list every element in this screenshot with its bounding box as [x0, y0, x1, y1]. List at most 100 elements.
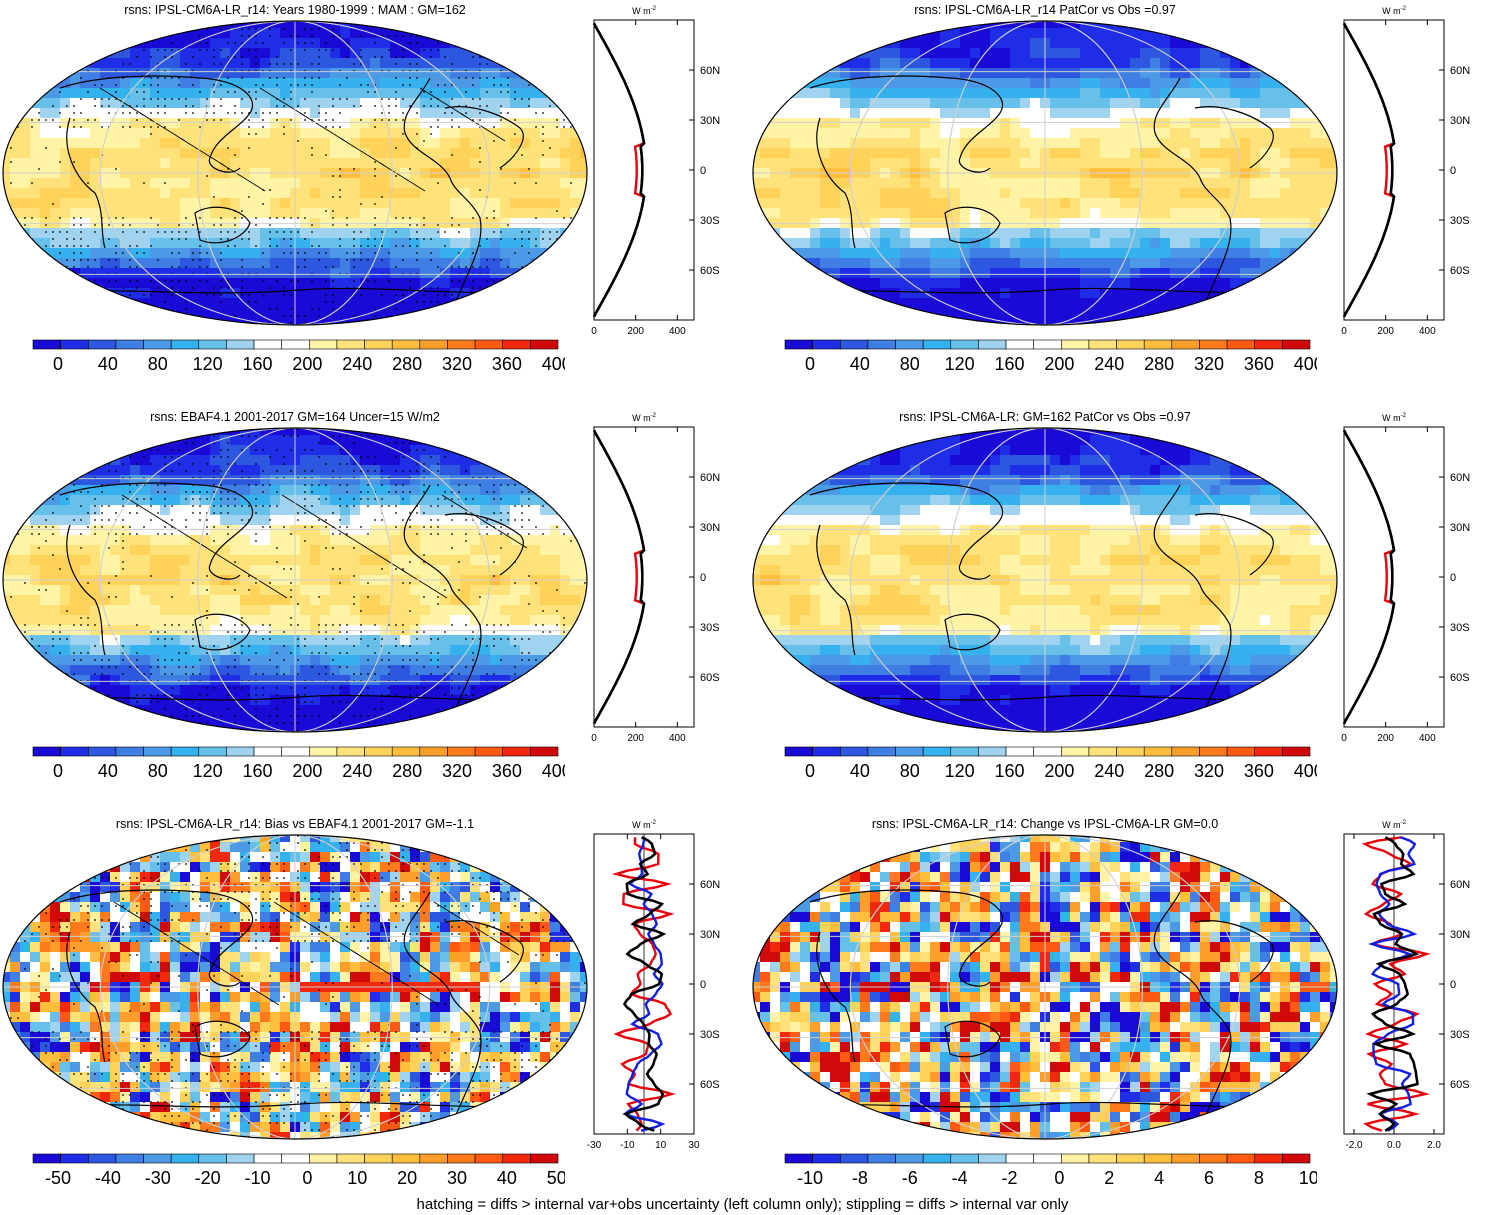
colorbar-swatch	[1171, 339, 1200, 350]
colorbar-swatch	[391, 1153, 421, 1164]
panel-5-colorbar: -50 -40 -30 -20 -10 0 10 20 30 40 50	[32, 1153, 565, 1188]
colorbar-label: 360	[492, 354, 522, 374]
profile-series-line	[592, 22, 646, 318]
profile-lat-label: 60N	[1450, 65, 1470, 77]
colorbar-swatch	[226, 746, 255, 757]
profile-lat-label: 30S	[1450, 622, 1470, 634]
colorbar-swatch	[474, 746, 504, 757]
colorbar-label: 120	[945, 354, 975, 374]
colorbar-label: -4	[952, 1168, 968, 1188]
colorbar-swatch	[1005, 1153, 1034, 1164]
colorbar-label: 2	[1104, 1168, 1114, 1188]
colorbar-swatch	[1005, 339, 1034, 350]
colorbar-swatch	[867, 1153, 896, 1164]
profile-lat-label: 60N	[1450, 472, 1470, 484]
profile-xtick-label: -2.0	[1345, 1140, 1363, 1151]
colorbar-label: 280	[392, 354, 422, 374]
colorbar-swatch	[253, 1153, 282, 1164]
colorbar-swatch	[839, 746, 869, 757]
colorbar-label: -50	[45, 1168, 71, 1188]
colorbar-swatch	[1005, 746, 1034, 757]
colorbar-swatch	[922, 339, 952, 350]
colorbar-swatch	[839, 1153, 869, 1164]
colorbar-swatch	[1088, 1153, 1117, 1164]
map-outline	[2, 834, 588, 1140]
colorbar-label: 360	[1244, 354, 1274, 374]
profile-xtick-label: 0.0	[1387, 1140, 1401, 1151]
profile-xtick-label: 30	[688, 1140, 700, 1151]
colorbar-swatch	[419, 339, 448, 350]
colorbar-swatch	[364, 1153, 393, 1164]
colorbar-label: 40	[98, 761, 118, 781]
panel-3-profile: W m-2 0 200 400 60N 30N 0 30S 60S	[591, 413, 720, 744]
colorbar-swatch	[226, 339, 255, 350]
profile-xtick-label: 200	[1377, 733, 1394, 744]
colorbar-swatch	[115, 1153, 144, 1164]
profile-lat-label: 30N	[1450, 115, 1470, 127]
profile-lat-label: 30S	[1450, 1029, 1470, 1041]
colorbar-swatch	[1226, 746, 1256, 757]
colorbar-label: 4	[1154, 1168, 1164, 1188]
profile-lat-label: 60S	[1450, 265, 1470, 277]
colorbar-label: -2	[1001, 1168, 1017, 1188]
colorbar-swatch	[391, 746, 421, 757]
colorbar-label: 40	[98, 354, 118, 374]
colorbar-label: 280	[1144, 761, 1174, 781]
colorbar-swatch	[950, 746, 979, 757]
colorbar-swatch	[1199, 339, 1228, 350]
colorbar-swatch	[867, 746, 896, 757]
profile-series-line	[1368, 836, 1418, 1132]
colorbar-label: 0	[302, 1168, 312, 1188]
profile-lat-label: 0	[1450, 165, 1456, 177]
profile-lat-label: 30N	[700, 522, 720, 534]
colorbar-swatch	[1143, 339, 1173, 350]
colorbar-swatch	[281, 339, 310, 350]
colorbar-swatch	[812, 1153, 841, 1164]
profile-lat-label: 30N	[1450, 929, 1470, 941]
panel-4-title: rsns: IPSL-CM6A-LR: GM=162 PatCor vs Obs…	[899, 410, 1191, 424]
colorbar-label: 240	[1094, 761, 1124, 781]
profile-xtick-label: 0	[1341, 326, 1347, 337]
colorbar-swatch	[978, 1153, 1007, 1164]
colorbar-swatch	[1061, 1153, 1090, 1164]
colorbar-label: 200	[292, 354, 322, 374]
colorbar-swatch	[170, 339, 200, 350]
colorbar-swatch	[198, 746, 227, 757]
panel-3-colorbar: 0 40 80 120 160 200 240 280 320 360 400	[32, 746, 565, 781]
colorbar-swatch	[978, 339, 1007, 350]
profile-frame	[1343, 19, 1445, 321]
colorbar-label: -20	[195, 1168, 221, 1188]
colorbar-swatch	[198, 339, 227, 350]
colorbar-swatch	[1282, 746, 1311, 757]
profile-lat-label: 60N	[1450, 879, 1470, 891]
profile-lat-label: 30S	[700, 1029, 720, 1041]
profile-series-line	[1342, 429, 1396, 725]
colorbar-swatch	[281, 746, 310, 757]
colorbar-swatch	[143, 1153, 172, 1164]
colorbar-label: -10	[797, 1168, 823, 1188]
colorbar-label: 40	[497, 1168, 517, 1188]
panel-5-profile: W m-2 -30 -10 10 30 60N 30N 0 30S 60S	[587, 820, 720, 1151]
panel-1-map	[2, 20, 588, 326]
colorbar-swatch	[922, 1153, 952, 1164]
colorbar-label: 400	[542, 354, 565, 374]
colorbar-label: 30	[447, 1168, 467, 1188]
colorbar-swatch	[309, 1153, 338, 1164]
profile-unit: W m-2	[632, 413, 656, 423]
profile-lat-label: 60S	[700, 1079, 720, 1091]
colorbar-label: 160	[242, 761, 272, 781]
panel-2-profile: W m-2 0 200 400 60N 30N 0 30S 60S	[1341, 6, 1470, 337]
colorbar-swatch	[170, 1153, 200, 1164]
profile-lat-label: 30N	[700, 929, 720, 941]
profile-xtick-label: 200	[627, 733, 644, 744]
colorbar-swatch	[32, 1153, 61, 1164]
colorbar-swatch	[1033, 1153, 1062, 1164]
colorbar-swatch	[950, 1153, 979, 1164]
profile-lat-label: 60N	[700, 472, 720, 484]
colorbar-label: 80	[900, 761, 920, 781]
colorbar-label: 400	[1294, 354, 1317, 374]
panel-2-title: rsns: IPSL-CM6A-LR_r14 PatCor vs Obs =0.…	[914, 3, 1176, 17]
panel-3-title: rsns: EBAF4.1 2001-2017 GM=164 Uncer=15 …	[150, 410, 440, 424]
colorbar-swatch	[419, 746, 448, 757]
colorbar-label: 0	[805, 761, 815, 781]
